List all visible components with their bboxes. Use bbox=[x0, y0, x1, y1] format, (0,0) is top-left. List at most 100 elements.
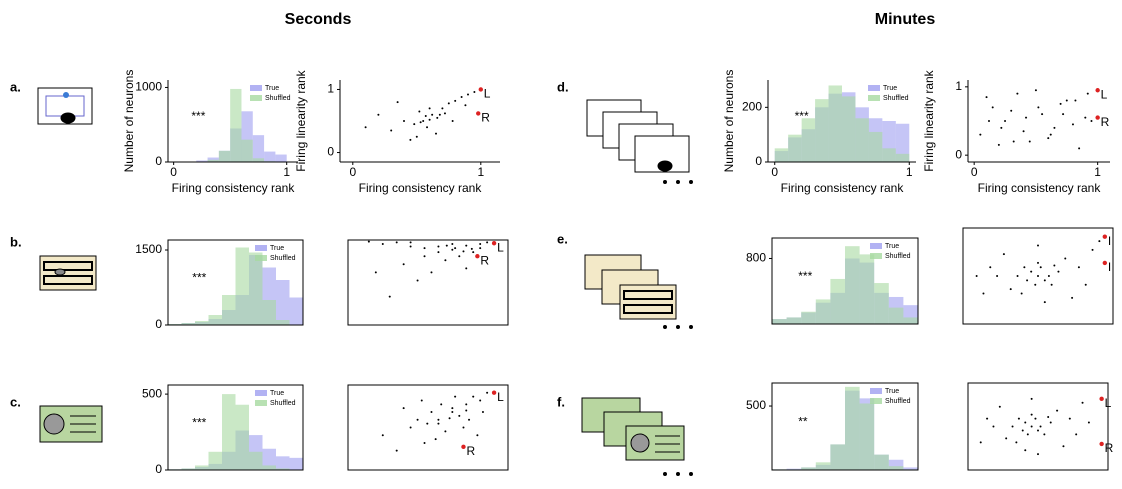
point bbox=[1086, 92, 1089, 95]
hist-bar bbox=[181, 468, 195, 470]
point bbox=[1034, 417, 1037, 420]
point bbox=[422, 120, 425, 122]
point bbox=[1043, 279, 1046, 282]
hist-bar bbox=[828, 85, 842, 162]
point bbox=[989, 266, 992, 269]
hist-bar bbox=[252, 158, 265, 162]
point bbox=[992, 425, 995, 428]
vr-stack-icon bbox=[581, 397, 693, 476]
point bbox=[468, 418, 471, 421]
hist-bar bbox=[262, 465, 276, 470]
point bbox=[979, 133, 982, 136]
point bbox=[447, 102, 450, 105]
highlight-point bbox=[491, 241, 497, 246]
frame bbox=[962, 227, 1114, 325]
legend-swatch bbox=[870, 243, 882, 249]
hist-bar bbox=[815, 99, 829, 162]
y-axis-label: Firing linearity rank bbox=[294, 69, 308, 171]
point bbox=[402, 407, 405, 410]
legend-label: Shuffled bbox=[265, 95, 291, 102]
hist-bar bbox=[222, 295, 236, 325]
point bbox=[437, 422, 440, 425]
point bbox=[415, 135, 418, 138]
hist-bar bbox=[252, 135, 265, 162]
legend-label: Shuffled bbox=[270, 255, 296, 262]
hist-bar bbox=[801, 311, 816, 324]
point bbox=[443, 112, 446, 115]
frame bbox=[167, 239, 304, 326]
hist-bar bbox=[249, 252, 263, 325]
track-icon bbox=[39, 255, 97, 291]
y-tick-label: 0 bbox=[155, 462, 162, 476]
hist-bar bbox=[276, 468, 290, 470]
point bbox=[470, 247, 473, 250]
point bbox=[987, 120, 990, 122]
highlight-label: L bbox=[484, 87, 491, 101]
x-tick-label: 0 bbox=[349, 165, 356, 179]
highlight-label: L bbox=[1101, 87, 1108, 101]
point bbox=[472, 395, 475, 398]
x-axis-label: Firing consistency rank bbox=[978, 181, 1102, 195]
point bbox=[367, 240, 370, 243]
point bbox=[419, 121, 422, 124]
point bbox=[1047, 416, 1050, 419]
point bbox=[451, 411, 454, 414]
hist-bar bbox=[772, 319, 787, 324]
point bbox=[1037, 429, 1039, 432]
point bbox=[1053, 126, 1056, 129]
point bbox=[388, 295, 391, 298]
legend-swatch bbox=[255, 390, 267, 396]
point bbox=[1037, 453, 1039, 456]
point bbox=[1049, 421, 1052, 424]
point bbox=[465, 267, 468, 270]
legend-label: Shuffled bbox=[885, 253, 911, 260]
column-header: Minutes bbox=[875, 11, 936, 28]
legend-label: True bbox=[270, 245, 284, 252]
point bbox=[1034, 89, 1037, 92]
point bbox=[416, 418, 419, 421]
legend-swatch bbox=[870, 398, 882, 404]
hist-bar bbox=[903, 317, 918, 324]
hist-bar bbox=[895, 123, 910, 162]
point bbox=[1059, 102, 1062, 105]
point bbox=[430, 411, 433, 414]
point bbox=[1015, 441, 1018, 444]
hist-bar bbox=[181, 323, 195, 325]
y-tick-label: 0 bbox=[155, 154, 162, 168]
point bbox=[395, 449, 398, 452]
y-tick-label: 0 bbox=[755, 154, 762, 168]
highlight-point bbox=[1102, 234, 1108, 239]
point bbox=[444, 430, 447, 433]
hist-bar bbox=[830, 278, 845, 324]
panel-label: f. bbox=[557, 394, 565, 409]
frame bbox=[967, 382, 1109, 471]
legend-swatch bbox=[868, 85, 880, 91]
point bbox=[1004, 120, 1007, 122]
hist-bar bbox=[815, 462, 831, 470]
hist-bar bbox=[195, 321, 209, 325]
point bbox=[437, 245, 440, 248]
legend-label: True bbox=[265, 85, 279, 92]
point bbox=[1062, 445, 1065, 448]
point bbox=[436, 116, 439, 119]
y-tick-label: 200 bbox=[742, 100, 762, 114]
point bbox=[986, 417, 989, 420]
point bbox=[465, 244, 468, 247]
point bbox=[448, 417, 451, 420]
point bbox=[1037, 275, 1039, 277]
hist-bar bbox=[276, 280, 290, 325]
point bbox=[416, 279, 419, 282]
y-tick-label: 1000 bbox=[135, 80, 162, 94]
point bbox=[441, 107, 444, 110]
point bbox=[390, 129, 393, 132]
point bbox=[434, 438, 437, 441]
point bbox=[451, 120, 454, 122]
hist-bar bbox=[249, 451, 263, 470]
hist-bar bbox=[888, 307, 904, 324]
point bbox=[437, 251, 440, 254]
legend-label: True bbox=[883, 85, 897, 92]
point bbox=[409, 138, 412, 141]
highlight-point bbox=[1102, 260, 1108, 266]
highlight-label: I bbox=[1108, 260, 1111, 274]
point bbox=[1047, 137, 1050, 140]
